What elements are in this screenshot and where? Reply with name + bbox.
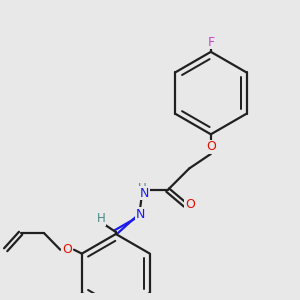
Text: H: H: [97, 212, 105, 225]
Text: O: O: [206, 140, 216, 153]
Text: N: N: [140, 187, 150, 200]
Text: H: H: [137, 182, 146, 195]
Text: N: N: [136, 208, 145, 221]
Text: O: O: [62, 243, 72, 256]
Text: O: O: [185, 199, 195, 212]
Text: O: O: [185, 199, 195, 212]
Text: F: F: [207, 35, 214, 49]
